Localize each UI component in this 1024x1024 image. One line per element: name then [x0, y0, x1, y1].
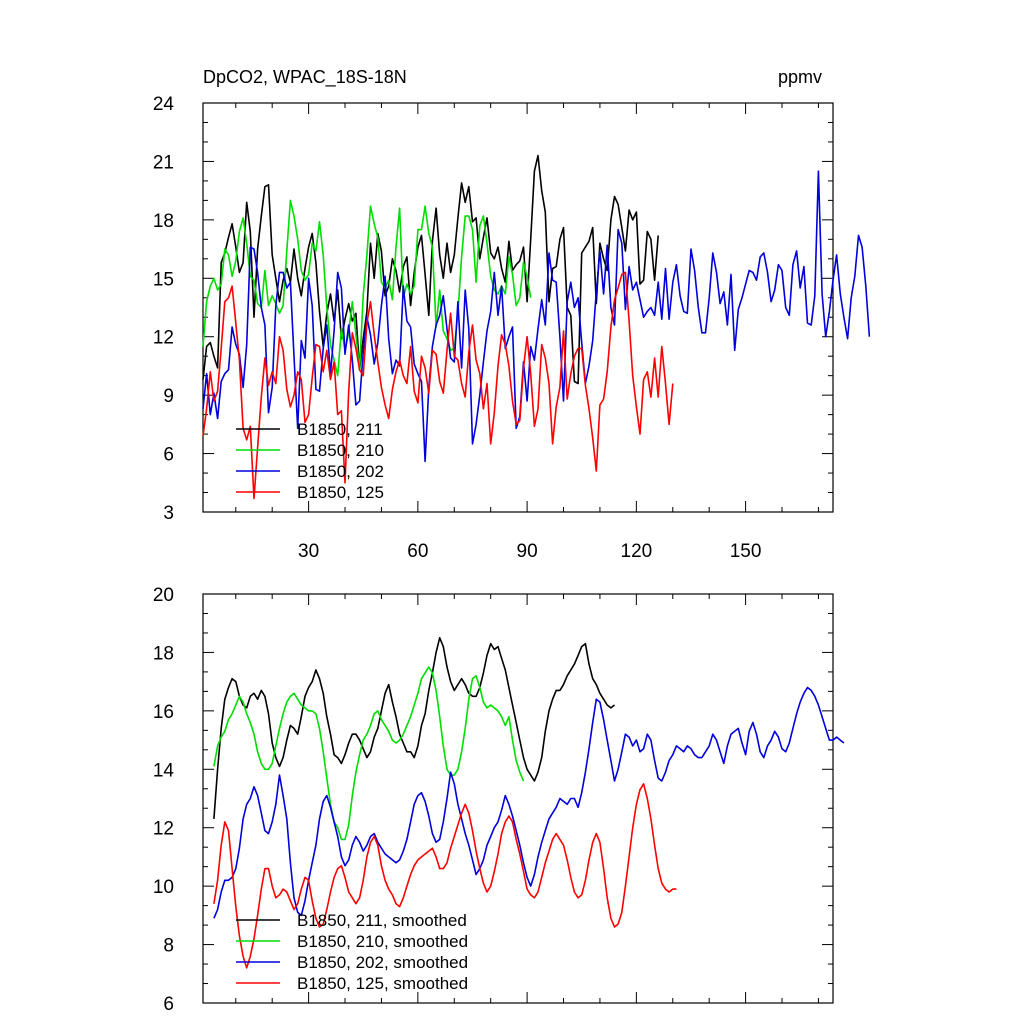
y-tick-label: 8 [163, 936, 174, 957]
y-tick-label: 14 [153, 760, 175, 781]
legend-label: B1850, 211, smoothed [297, 911, 467, 930]
x-tick-label: 30 [298, 541, 319, 562]
y-tick-label: 18 [153, 211, 174, 232]
x-tick-label: 120 [621, 541, 653, 562]
y-tick-label: 16 [153, 702, 174, 723]
y-tick-label: 10 [153, 877, 174, 898]
y-tick-label: 6 [163, 445, 174, 466]
legend-label: B1850, 125 [297, 483, 384, 502]
y-tick-label: 21 [153, 152, 174, 173]
y-tick-label: 20 [153, 585, 174, 606]
y-tick-label: 9 [163, 386, 174, 407]
series-line-2 [202, 199, 532, 377]
series-line-1 [202, 154, 659, 385]
y-tick-label: 15 [153, 269, 174, 290]
legend-label: B1850, 202 [297, 462, 384, 481]
legend-label: B1850, 202, smoothed [297, 953, 468, 972]
y-tick-label: 18 [153, 643, 174, 664]
plot-frame [202, 102, 834, 513]
units-label: ppmv [778, 67, 822, 87]
y-tick-label: 24 [153, 94, 175, 115]
x-tick-label: 150 [730, 541, 762, 562]
series-line-1 [213, 636, 616, 819]
legend-label: B1850, 211 [297, 420, 383, 439]
legend-label: B1850, 210, smoothed [297, 932, 468, 951]
legend-label: B1850, 210 [297, 441, 384, 460]
top-panel-raw: 3 6 9 12 15 18 21 24 30 60 90 120 150 B1850, 211 B1850… [153, 94, 871, 562]
y-tick-label: 6 [163, 994, 174, 1015]
legend-label: B1850, 125, smoothed [297, 974, 468, 993]
x-tick-label: 90 [517, 541, 538, 562]
y-tick-label: 12 [153, 819, 174, 840]
y-tick-label: 12 [153, 328, 174, 349]
bottom-panel-smoothed: 6 8 10 12 14 16 18 20 B1850, 211, smoothed B1850,… [153, 585, 845, 1015]
series-line-3 [213, 686, 845, 919]
series-line-4 [213, 783, 677, 969]
series-line-3 [202, 170, 871, 463]
chart-title: DpCO2, WPAC_18S-18N [203, 67, 407, 88]
y-tick-label: 3 [163, 503, 174, 524]
plot-frame [202, 593, 834, 1004]
series-line-2 [213, 666, 525, 841]
x-tick-label: 60 [407, 541, 428, 562]
series-line-4 [202, 271, 674, 500]
